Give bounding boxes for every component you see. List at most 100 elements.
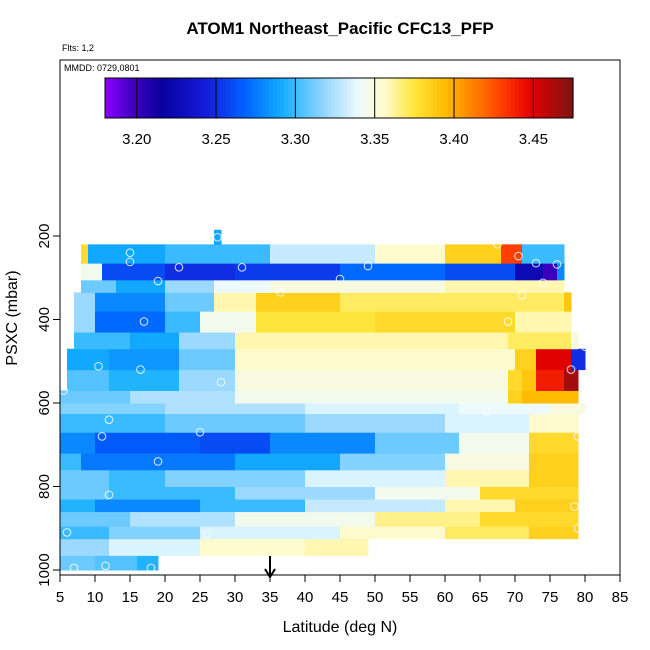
heatmap-cell — [340, 453, 446, 471]
colorbar-swatch — [498, 78, 504, 118]
sample-point — [153, 457, 163, 466]
heatmap-cell — [109, 469, 166, 487]
x-tick-label: 10 — [87, 589, 104, 606]
colorbar-swatch — [514, 78, 519, 118]
heatmap-cell — [340, 292, 516, 312]
colorbar-swatch — [171, 78, 176, 118]
x-tick-label: 45 — [332, 589, 349, 606]
y-axis: 200 400 600 800 1000 — [36, 223, 60, 587]
colorbar-swatch — [167, 78, 172, 118]
colorbar-swatch — [144, 78, 149, 118]
heatmap-cell — [235, 348, 516, 371]
y-axis-label: PSXC (mbar) — [4, 270, 21, 365]
heatmap-cell — [60, 555, 96, 571]
colorbar-swatch — [132, 78, 137, 118]
colorbar-swatch — [541, 78, 547, 118]
x-tick-label: 80 — [577, 589, 594, 606]
y-tick-label: 1000 — [36, 553, 53, 586]
colorbar-swatch — [155, 78, 161, 118]
colorbar-swatch — [569, 78, 574, 118]
colorbar-swatch — [140, 78, 145, 118]
colorbar-swatch — [444, 78, 449, 118]
heatmap-cell — [459, 403, 551, 414]
y-tick-label: 600 — [36, 390, 53, 415]
colorbar-swatch — [385, 78, 391, 118]
x-axis-label: Latitude (deg N) — [283, 619, 398, 636]
heatmap-cell — [445, 244, 502, 264]
heatmap-cell — [235, 511, 376, 527]
colorbar-swatch — [179, 78, 184, 118]
colorbar-swatch — [502, 78, 508, 118]
heatmap-cell — [235, 369, 509, 391]
colorbar-swatch — [241, 78, 246, 118]
heatmap-cell — [60, 390, 131, 404]
sample-point — [195, 427, 205, 437]
colorbar-swatch — [261, 78, 266, 118]
colorbar-swatch — [327, 78, 332, 118]
heatmap-cell — [305, 403, 460, 414]
heatmap-cell — [109, 538, 201, 556]
colorbar-swatch — [432, 78, 438, 118]
heatmap-cell — [543, 263, 558, 281]
heatmap-cell — [508, 369, 523, 391]
x-tick-label: 70 — [507, 589, 524, 606]
heatmap-cell — [74, 292, 96, 312]
heatmap-cell — [95, 311, 166, 333]
colorbar-swatch — [428, 78, 434, 118]
colorbar-swatch — [362, 78, 367, 118]
colorbar-swatch — [253, 78, 258, 118]
sample-point — [570, 502, 579, 511]
sample-point — [139, 317, 149, 326]
heatmap-cell — [235, 453, 341, 471]
colorbar-tick-label: 3.40 — [439, 131, 468, 148]
heatmap-cell — [165, 244, 271, 264]
colorbar-swatch — [163, 78, 168, 118]
colorbar-swatch — [487, 78, 492, 118]
colorbar-swatch — [280, 78, 285, 118]
heatmap-cell — [67, 348, 110, 371]
colorbar-swatch — [303, 78, 309, 118]
colorbar-swatch — [346, 78, 352, 118]
sample-point — [97, 432, 107, 441]
heatmap-cell — [564, 292, 572, 312]
sample-point — [538, 278, 548, 288]
heatmap-cell — [529, 432, 579, 454]
sample-point — [136, 365, 145, 374]
heatmap-cell — [522, 369, 537, 391]
colorbar-swatch — [479, 78, 484, 118]
heatmap-cell — [95, 292, 166, 312]
colorbar-swatch — [459, 78, 465, 118]
heatmap-cell — [270, 279, 446, 293]
colorbar-swatch — [401, 78, 406, 118]
colorbar-swatch — [264, 78, 270, 118]
heatmap-cell — [200, 432, 271, 454]
sample-point — [62, 528, 72, 537]
sample-point — [237, 263, 247, 272]
colorbar-swatch — [393, 78, 399, 118]
heatmap-cell — [522, 390, 579, 404]
colorbar-swatch — [467, 78, 473, 118]
sample-point — [493, 240, 502, 249]
colorbar-swatch — [350, 78, 356, 118]
y-tick-label: 400 — [36, 307, 53, 332]
colorbar-swatch — [288, 78, 293, 118]
heatmap-cell — [522, 244, 565, 264]
heatmap-cell — [305, 469, 446, 487]
sample-point — [580, 342, 590, 351]
colorbar-frame — [104, 77, 574, 119]
heatmap-cell — [81, 279, 117, 293]
colorbar-swatch — [463, 78, 469, 118]
heatmap-cell — [445, 499, 516, 513]
heatmap-cell — [557, 263, 565, 281]
colorbar-swatch — [120, 78, 126, 118]
colorbar-swatch — [218, 78, 223, 118]
colorbar-swatch — [530, 78, 535, 118]
colorbar-swatch — [495, 78, 500, 118]
colorbar-swatch — [378, 78, 383, 118]
heatmap-cell — [445, 526, 530, 540]
x-tick-label: 60 — [437, 589, 454, 606]
heatmap-cell — [109, 369, 180, 391]
heatmap-cell — [200, 499, 306, 513]
heatmap-cell — [81, 244, 89, 264]
